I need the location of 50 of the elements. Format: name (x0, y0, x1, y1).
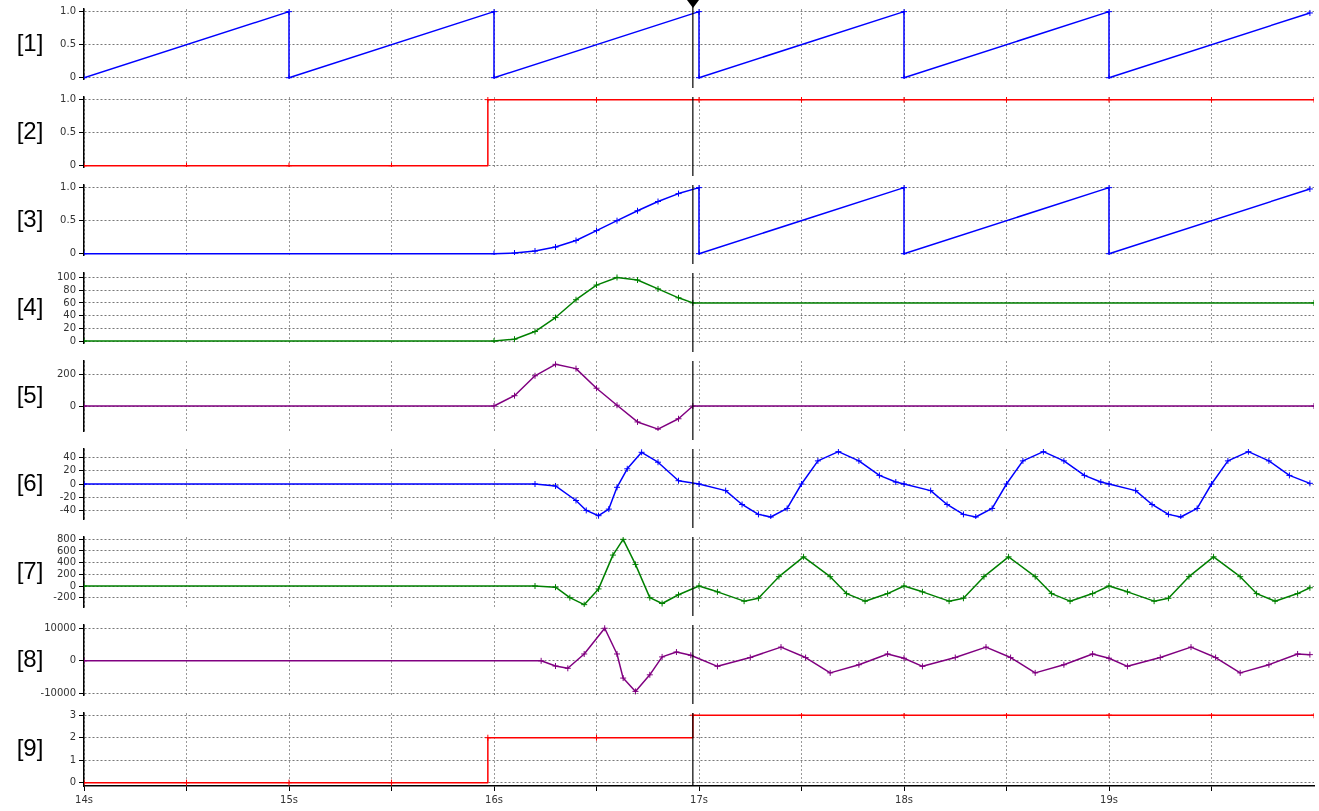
y-tick-label: 0.5 (60, 38, 76, 50)
y-tick-label: 1.0 (60, 181, 76, 193)
y-tick-label: 800 (56, 532, 76, 544)
y-axis-title: [2] (16, 116, 44, 144)
y-axis-title: [7] (16, 556, 44, 584)
y-tick-label: 40 (63, 451, 76, 463)
y-tick-label: 0 (69, 776, 76, 788)
y-tick-label: 40 (63, 309, 76, 321)
y-tick-label: 0 (69, 71, 76, 83)
y-axis-title: [3] (16, 204, 44, 232)
y-tick-label: 0.5 (60, 214, 76, 226)
x-tick-label: 14s (75, 793, 93, 805)
y-axis-title: [4] (16, 292, 44, 320)
x-tick-label: 19s (1100, 793, 1118, 805)
y-tick-label: 0 (69, 579, 76, 591)
y-tick-label: 3 (69, 708, 76, 720)
y-tick-label: -200 (53, 591, 76, 603)
x-tick-label: 15s (280, 793, 298, 805)
y-tick-label: 200 (56, 567, 76, 579)
x-tick-label: 16s (485, 793, 503, 805)
y-tick-label: 0 (69, 399, 76, 411)
y-tick-label: 200 (56, 367, 76, 379)
y-tick-label: 1.0 (60, 93, 76, 105)
x-tick-label: 17s (690, 793, 708, 805)
y-axis-title: [1] (16, 28, 44, 56)
y-tick-label: 0.5 (60, 126, 76, 138)
y-tick-label: 1.0 (60, 5, 76, 17)
y-tick-label: 0 (69, 654, 76, 666)
y-tick-label: 0 (69, 477, 76, 489)
y-tick-label: 60 (63, 296, 76, 308)
y-tick-label: -20 (59, 490, 76, 502)
y-axis-title: [8] (16, 644, 44, 672)
y-tick-label: 0 (69, 247, 76, 259)
y-tick-label: 1 (69, 753, 76, 765)
y-tick-label: 20 (63, 321, 76, 333)
y-tick-label: 20 (63, 464, 76, 476)
y-axis-title: [5] (16, 380, 44, 408)
y-axis-title: [6] (16, 468, 44, 496)
y-tick-label: 400 (56, 556, 76, 568)
y-tick-label: 0 (69, 334, 76, 346)
x-tick-label: 18s (895, 793, 913, 805)
y-tick-label: 100 (56, 271, 76, 283)
y-tick-label: -10000 (40, 686, 76, 698)
y-tick-label: 600 (56, 544, 76, 556)
y-tick-label: 80 (63, 283, 76, 295)
y-tick-label: 0 (69, 159, 76, 171)
y-tick-label: 2 (69, 731, 76, 743)
y-axis-title: [9] (16, 734, 44, 762)
y-tick-label: 10000 (44, 621, 76, 633)
y-tick-label: -40 (59, 504, 76, 516)
